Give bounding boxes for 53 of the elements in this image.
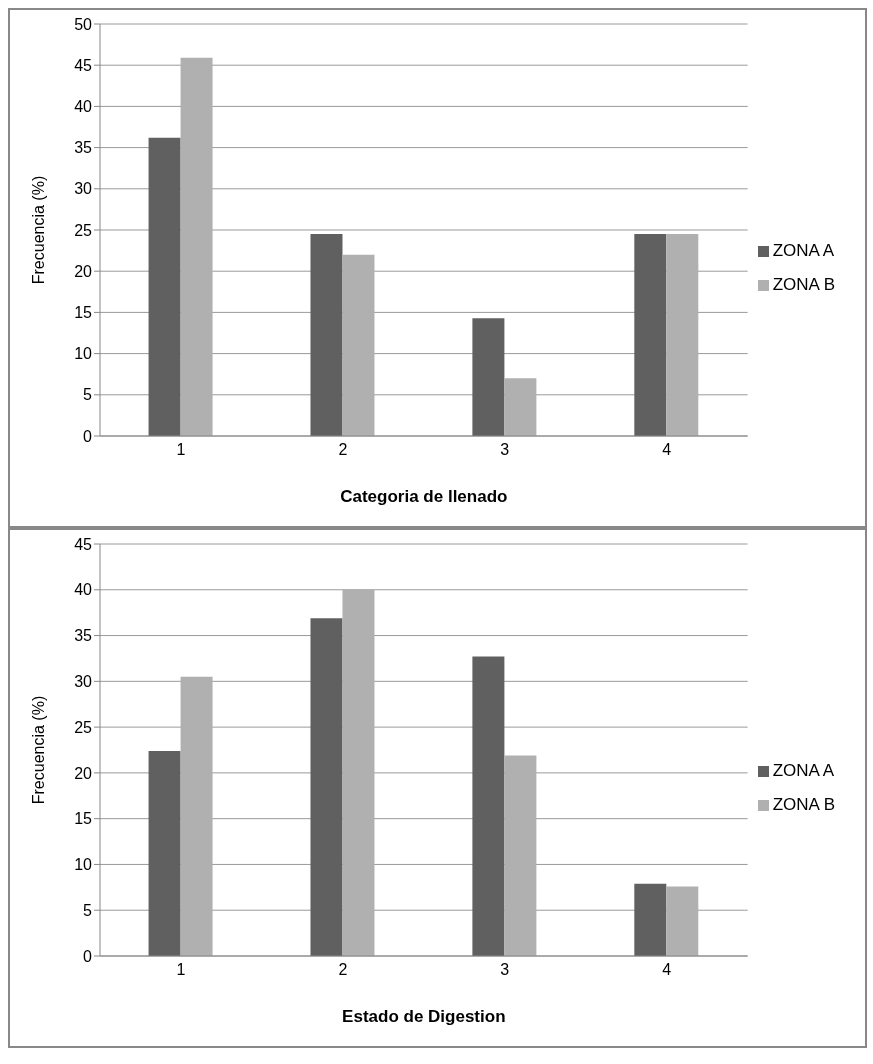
y-tick-label: 5: [83, 901, 93, 919]
x-tick-label: 4: [662, 961, 672, 979]
y-tick-label: 50: [74, 15, 93, 33]
x-tick-label: 3: [500, 441, 510, 459]
y-tick-label: 45: [74, 56, 93, 74]
y-tick-label: 30: [74, 180, 93, 198]
y-tick-label: 35: [74, 627, 93, 645]
y-tick-label: 25: [74, 221, 93, 239]
bar: [148, 137, 181, 436]
x-axis-title: Categoria de llenado: [340, 487, 508, 506]
y-tick-label: 20: [74, 262, 93, 280]
x-tick-label: 3: [500, 961, 510, 979]
y-tick-label: 40: [74, 581, 93, 599]
y-tick-label: 35: [74, 139, 93, 157]
legend-label: ZONA A: [772, 241, 835, 260]
legend-label: ZONA B: [772, 275, 835, 294]
legend-label: ZONA A: [772, 761, 835, 780]
bar: [472, 318, 505, 436]
x-tick-label: 4: [662, 441, 672, 459]
y-tick-label: 15: [74, 304, 93, 322]
y-tick-label: 40: [74, 98, 93, 116]
bar: [666, 886, 699, 956]
x-tick-label: 2: [338, 961, 348, 979]
y-tick-label: 20: [74, 764, 93, 782]
bar: [472, 656, 505, 956]
x-tick-label: 2: [338, 441, 348, 459]
bar: [634, 234, 667, 436]
bar: [180, 676, 213, 956]
y-tick-label: 10: [74, 345, 93, 363]
bar: [310, 234, 343, 436]
legend-label: ZONA B: [772, 795, 835, 814]
y-tick-label: 0: [83, 427, 93, 445]
y-tick-label: 0: [83, 947, 93, 965]
x-tick-label: 1: [176, 961, 186, 979]
y-tick-label: 30: [74, 673, 93, 691]
y-axis-title: Frecuencia (%): [29, 695, 47, 805]
bar: [180, 57, 213, 436]
bar: [148, 750, 181, 956]
y-tick-label: 5: [83, 386, 93, 404]
bar: [310, 618, 343, 956]
y-axis-title: Frecuencia (%): [29, 175, 47, 285]
bar: [342, 589, 375, 956]
x-axis-title: Estado de Digestion: [342, 1007, 506, 1026]
y-tick-label: 25: [74, 718, 93, 736]
bar: [666, 234, 699, 436]
y-tick-label: 45: [74, 535, 93, 553]
bar: [342, 254, 375, 436]
y-tick-label: 15: [74, 810, 93, 828]
bar: [634, 883, 667, 956]
bar: [504, 378, 537, 436]
y-tick-label: 10: [74, 856, 93, 874]
x-tick-label: 1: [176, 441, 186, 459]
bar: [504, 755, 537, 956]
